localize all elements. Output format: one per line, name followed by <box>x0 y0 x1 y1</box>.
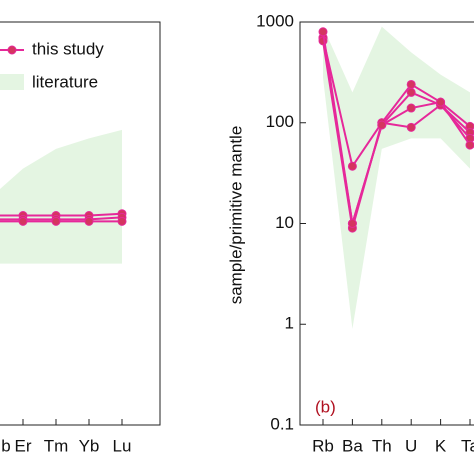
y-tick-label: 0.1 <box>270 414 294 433</box>
literature-band <box>0 129 122 264</box>
data-point <box>406 79 416 89</box>
data-point <box>347 219 357 228</box>
data-point <box>436 97 446 107</box>
legend-label: this study <box>32 39 104 58</box>
data-point <box>117 216 127 226</box>
x-tick-label: Ta <box>461 436 474 455</box>
series-line <box>322 38 471 169</box>
y-axis-label: sample/primitive mantle <box>226 126 245 305</box>
x-tick-label: Er <box>15 436 32 455</box>
x-tick-label: Lu <box>113 436 132 455</box>
x-tick-label: Tm <box>44 436 69 455</box>
x-tick-label: K <box>435 436 447 455</box>
y-tick-label: 1000 <box>256 11 294 30</box>
x-tick-label: Ba <box>342 436 363 455</box>
plot-frame <box>0 21 161 426</box>
panel-label: (b) <box>315 397 336 416</box>
x-tick-label: Rb <box>312 436 334 455</box>
data-point <box>406 103 416 113</box>
x-tick-label: Yb <box>79 436 100 455</box>
data-point <box>84 216 94 226</box>
data-point <box>377 120 387 130</box>
legend-swatch <box>0 74 24 90</box>
x-tick-label: Th <box>372 436 392 455</box>
data-point <box>18 216 28 226</box>
data-point <box>318 27 328 37</box>
data-point <box>406 122 416 132</box>
data-point <box>406 87 416 97</box>
y-tick-label: 10 <box>275 213 294 232</box>
y-tick-label: 1 <box>285 314 294 333</box>
x-tick-label: U <box>405 436 417 455</box>
series-line <box>322 31 471 224</box>
data-point <box>51 216 61 226</box>
y-tick-label: 100 <box>266 112 294 131</box>
x-tick-label: b <box>1 436 10 455</box>
legend-label: literature <box>32 72 98 91</box>
data-point <box>465 140 474 150</box>
data-point <box>347 161 357 171</box>
legend-marker <box>7 45 17 55</box>
